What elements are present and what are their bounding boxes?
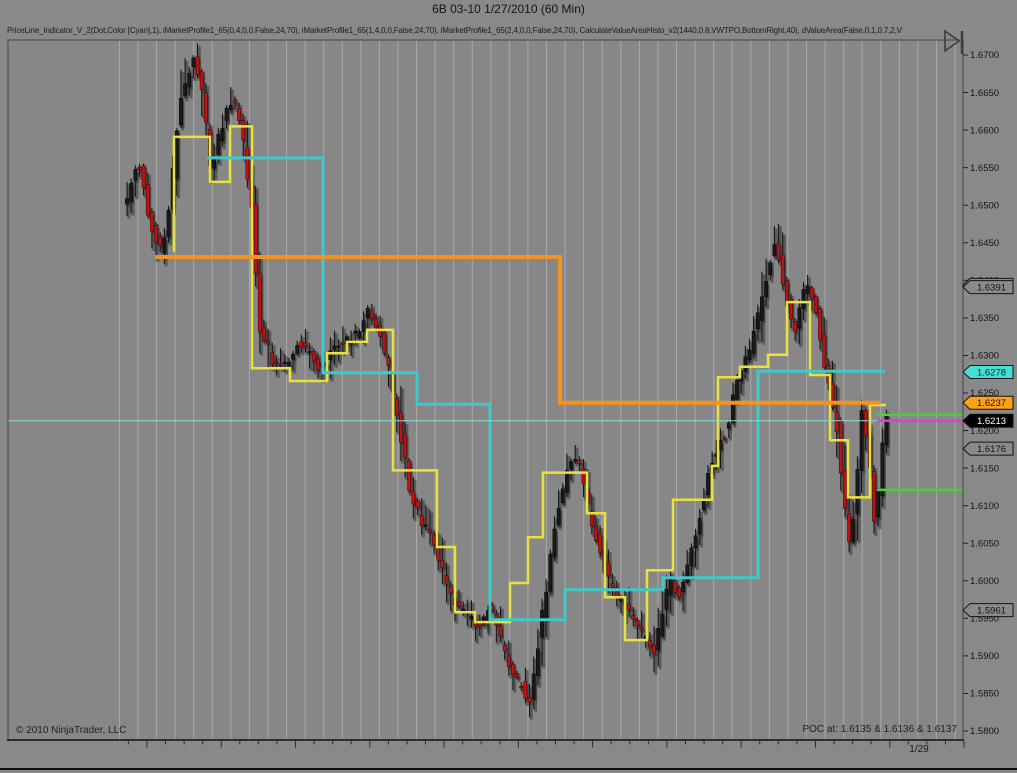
price-tick-label: 1.6600	[970, 125, 999, 136]
skip-to-end-icon[interactable]	[942, 28, 968, 56]
price-tick-label: 1.6350	[970, 313, 999, 324]
svg-text:1.6237: 1.6237	[977, 398, 1006, 409]
profile-line-orange	[155, 255, 880, 405]
copyright-label: © 2010 NinjaTrader, LLC	[16, 725, 127, 736]
svg-text:1.6278: 1.6278	[977, 367, 1006, 378]
price-tick-label: 1.6100	[970, 501, 999, 512]
price-marker: 1.6237	[962, 395, 1014, 410]
price-tick-label: 1.5950	[970, 614, 999, 625]
price-tick-label: 1.6250	[970, 388, 999, 399]
price-markers: 1.63941.63911.62781.62371.61761.59611.62…	[962, 277, 1014, 618]
price-tick-label: 1.6650	[970, 88, 999, 99]
time-ticks	[127, 741, 965, 748]
price-tick-label: 1.6500	[970, 200, 999, 211]
poc-status-label: POC at: 1.6135 & 1.6136 & 1.6137	[802, 724, 957, 735]
price-tick-label: 1.5850	[970, 689, 999, 700]
price-tick-label: 1.5900	[970, 651, 999, 662]
svg-text:1.6391: 1.6391	[977, 282, 1006, 293]
price-tick-label: 1.6050	[970, 538, 999, 549]
price-tick-label: 1.6450	[970, 238, 999, 249]
price-tick-label: 1.6200	[970, 426, 999, 437]
price-marker: 1.6176	[962, 441, 1014, 456]
price-tick-label: 1.6000	[970, 576, 999, 587]
price-marker: 1.6278	[962, 364, 1014, 379]
time-axis[interactable]	[8, 740, 963, 758]
price-axis[interactable]	[963, 40, 1017, 740]
price-marker: 1.6391	[962, 280, 1014, 295]
price-marker: 1.6213	[962, 413, 1014, 428]
profile-line-cyan	[207, 156, 885, 622]
indicator-parameters: PriceLine_Indicator_V_2(Dot,Color [Cyan]…	[7, 26, 902, 35]
svg-text:1.6213: 1.6213	[977, 416, 1006, 427]
price-tick-label: 1.5800	[970, 726, 999, 737]
svg-text:1.5961: 1.5961	[977, 605, 1006, 616]
price-marker: 1.5961	[962, 603, 1014, 618]
profile-line-yellow	[172, 125, 886, 642]
price-tick-label: 1.6300	[970, 351, 999, 362]
price-tick-label: 1.6550	[970, 163, 999, 174]
svg-text:1.6176: 1.6176	[977, 444, 1006, 455]
date-label: 1/29	[909, 744, 929, 755]
price-axis-labels: 1.67001.66501.66001.65501.65001.64501.64…	[963, 50, 999, 737]
plot-background	[8, 40, 963, 740]
price-tick-label: 1.6700	[970, 50, 999, 61]
price-tick-label: 1.6150	[970, 463, 999, 474]
bottom-divider	[0, 768, 1017, 770]
chart-title: 6B 03-10 1/27/2010 (60 Min)	[432, 2, 585, 16]
